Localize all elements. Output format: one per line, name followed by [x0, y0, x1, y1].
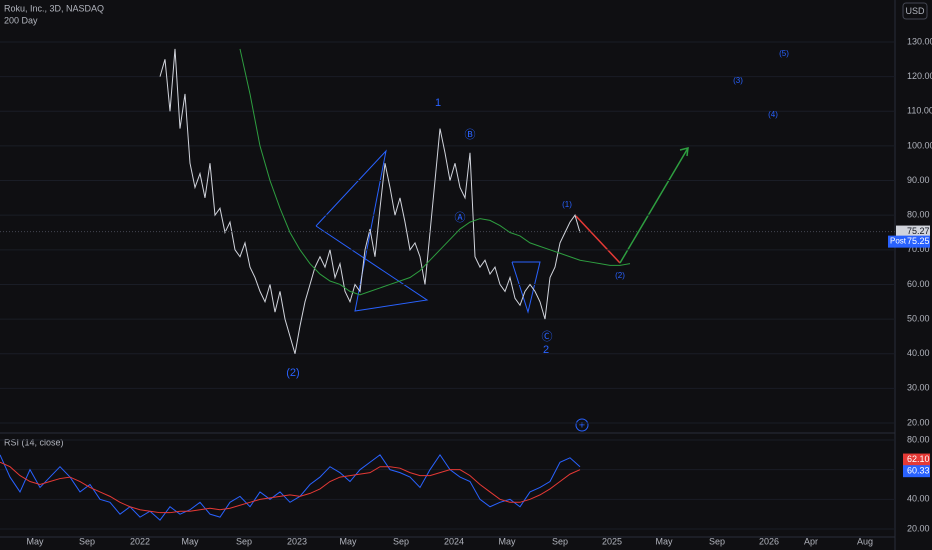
box-drawing [511, 261, 541, 314]
time-label: 2023 [287, 536, 307, 546]
price-line [159, 48, 581, 354]
rsi-tick-label: 80.00 [907, 434, 930, 444]
price-tick-label: 90.00 [907, 175, 930, 185]
price-tick-label: 70.00 [907, 244, 930, 254]
rsi-tick-label: 40.00 [907, 494, 930, 504]
moving-average-line [239, 48, 631, 296]
wave-label: (2) [286, 367, 299, 379]
wave-label: 1 [435, 97, 441, 109]
price-tick-label: 120.00 [907, 71, 932, 81]
currency[interactable]: USD [905, 6, 925, 16]
wave-label: Ⓐ [455, 211, 466, 224]
post-price: 75.25 [907, 236, 930, 246]
time-label: 2024 [444, 536, 464, 546]
rsi-ma-line [0, 461, 581, 514]
price-tick-label: 30.00 [907, 383, 930, 393]
rsi-tag [903, 453, 930, 466]
price-tick-label: 20.00 [907, 417, 930, 427]
wave-label: (3) [733, 76, 743, 85]
time-label: May [181, 536, 199, 546]
time-label: Sep [709, 536, 725, 546]
wave-label: (1) [562, 200, 572, 209]
rsi-tick-label: 20.00 [907, 523, 930, 533]
projection-down [574, 214, 621, 264]
indicator-label: 200 Day [4, 15, 38, 25]
rsi-ma-value: 60.33 [907, 466, 930, 476]
time-label: Aug [857, 536, 873, 546]
time-label: May [339, 536, 357, 546]
arrow-head [679, 147, 689, 157]
post-price-tag [888, 235, 930, 248]
time-label: Sep [393, 536, 409, 546]
time-label: 2026 [759, 536, 779, 546]
symbol-title: Roku, Inc., 3D, NASDAQ [4, 3, 104, 13]
price-tick-label: 50.00 [907, 313, 930, 323]
post-prefix: Post [890, 237, 907, 246]
last-price: 75.27 [907, 226, 930, 236]
wave-label: Ⓑ [465, 128, 476, 141]
price-tick-label: 60.00 [907, 279, 930, 289]
wave-label: 2 [543, 344, 549, 356]
wave-label: (5) [779, 49, 789, 58]
currency-button[interactable] [902, 2, 928, 20]
time-label: May [498, 536, 516, 546]
wave-label: (2) [615, 271, 625, 280]
time-label: Sep [79, 536, 95, 546]
rsi-ma-tag [903, 465, 930, 478]
price-tick-label: 110.00 [907, 106, 932, 116]
triangle-drawing [315, 149, 429, 312]
last-price-tag [896, 225, 930, 238]
time-label: 2025 [602, 536, 622, 546]
time-label: Sep [552, 536, 568, 546]
wave-label: Ⓒ [542, 330, 553, 343]
rsi-value: 62.10 [907, 454, 930, 464]
projection-up [619, 147, 689, 264]
rsi-line [0, 453, 581, 521]
time-label: Sep [236, 536, 252, 546]
price-tick-label: 130.00 [907, 36, 932, 46]
price-tick-label: 100.00 [907, 140, 932, 150]
price-tick-label: 40.00 [907, 348, 930, 358]
wave-label: (4) [768, 110, 778, 119]
time-label: 2022 [130, 536, 150, 546]
rsi-title: RSI (14, close) [4, 437, 64, 447]
time-label: May [26, 536, 44, 546]
price-tick-label: 80.00 [907, 210, 930, 220]
time-label: Apr [804, 536, 818, 546]
time-label: May [655, 536, 673, 546]
add-icon[interactable]: + [579, 419, 585, 431]
add-button[interactable] [575, 418, 589, 432]
drawings [315, 147, 689, 314]
